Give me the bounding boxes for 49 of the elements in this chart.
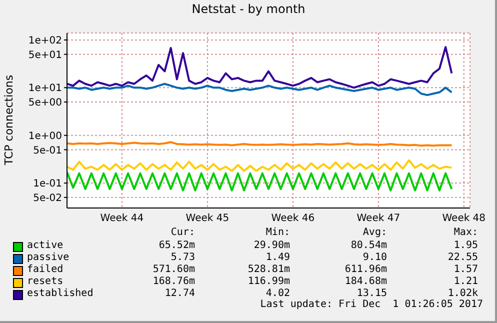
x-tick-label: Week 45: [186, 213, 230, 224]
line-series: [67, 46, 453, 89]
line-series: [67, 171, 453, 192]
y-tick-label: 1e-01: [33, 178, 62, 190]
legend-label: failed: [27, 264, 64, 275]
text: 65.52m: [158, 240, 195, 251]
y-tick-label: 1e+00: [28, 130, 62, 142]
y-tick-label: 5e+01: [28, 50, 62, 61]
text: Last update: Fri Dec 1 01:26:05 2017: [259, 299, 483, 310]
x-tick-label: Week 48: [442, 213, 486, 224]
line-series: [67, 159, 453, 172]
legend-label: resets: [27, 276, 64, 287]
chart-title: Netstat - by month: [190, 2, 306, 16]
legend-label: active: [27, 240, 64, 251]
text: Max:: [452, 227, 478, 238]
text: 13.15: [356, 288, 387, 299]
text: 1.95: [452, 240, 478, 251]
y-axis-title: TCP connections: [2, 74, 16, 166]
text: 4.02: [264, 288, 290, 299]
y-tick-label: 1e+02: [28, 36, 62, 47]
line-series: [67, 82, 453, 96]
text: 116.99m: [246, 276, 290, 287]
text: 9.10: [362, 252, 387, 263]
text: Avg:: [362, 227, 387, 238]
x-tick-label: Week 47: [356, 213, 400, 224]
text: 1.21: [452, 276, 478, 287]
y-tick-label: 1e+01: [28, 83, 62, 94]
legend-label: established: [27, 288, 94, 299]
text: 22.55: [446, 252, 478, 263]
y-tick-label: 5e-01: [33, 145, 62, 156]
y-tick-label: 5e-02: [33, 192, 62, 204]
text: 29.90m: [252, 240, 290, 251]
text: Cur:: [170, 227, 195, 238]
text: 184.68m: [344, 276, 387, 287]
x-tick-label: Week 46: [271, 213, 315, 224]
x-tick-label: Week 44: [100, 213, 144, 224]
text: 611.96m: [344, 264, 387, 275]
text: 1.49: [264, 252, 290, 263]
text: 5.73: [170, 252, 195, 263]
text: 571.60m: [152, 264, 195, 275]
text: 12.74: [164, 288, 195, 299]
text: Min:: [264, 227, 290, 238]
text: 80.54m: [350, 240, 387, 251]
text: 168.76m: [152, 276, 195, 287]
text: 1.02k: [446, 288, 478, 299]
text: 1.57: [452, 264, 478, 275]
y-tick-label: 5e+00: [28, 98, 62, 109]
legend-label: passive: [27, 252, 70, 263]
text: 528.81m: [246, 264, 290, 275]
